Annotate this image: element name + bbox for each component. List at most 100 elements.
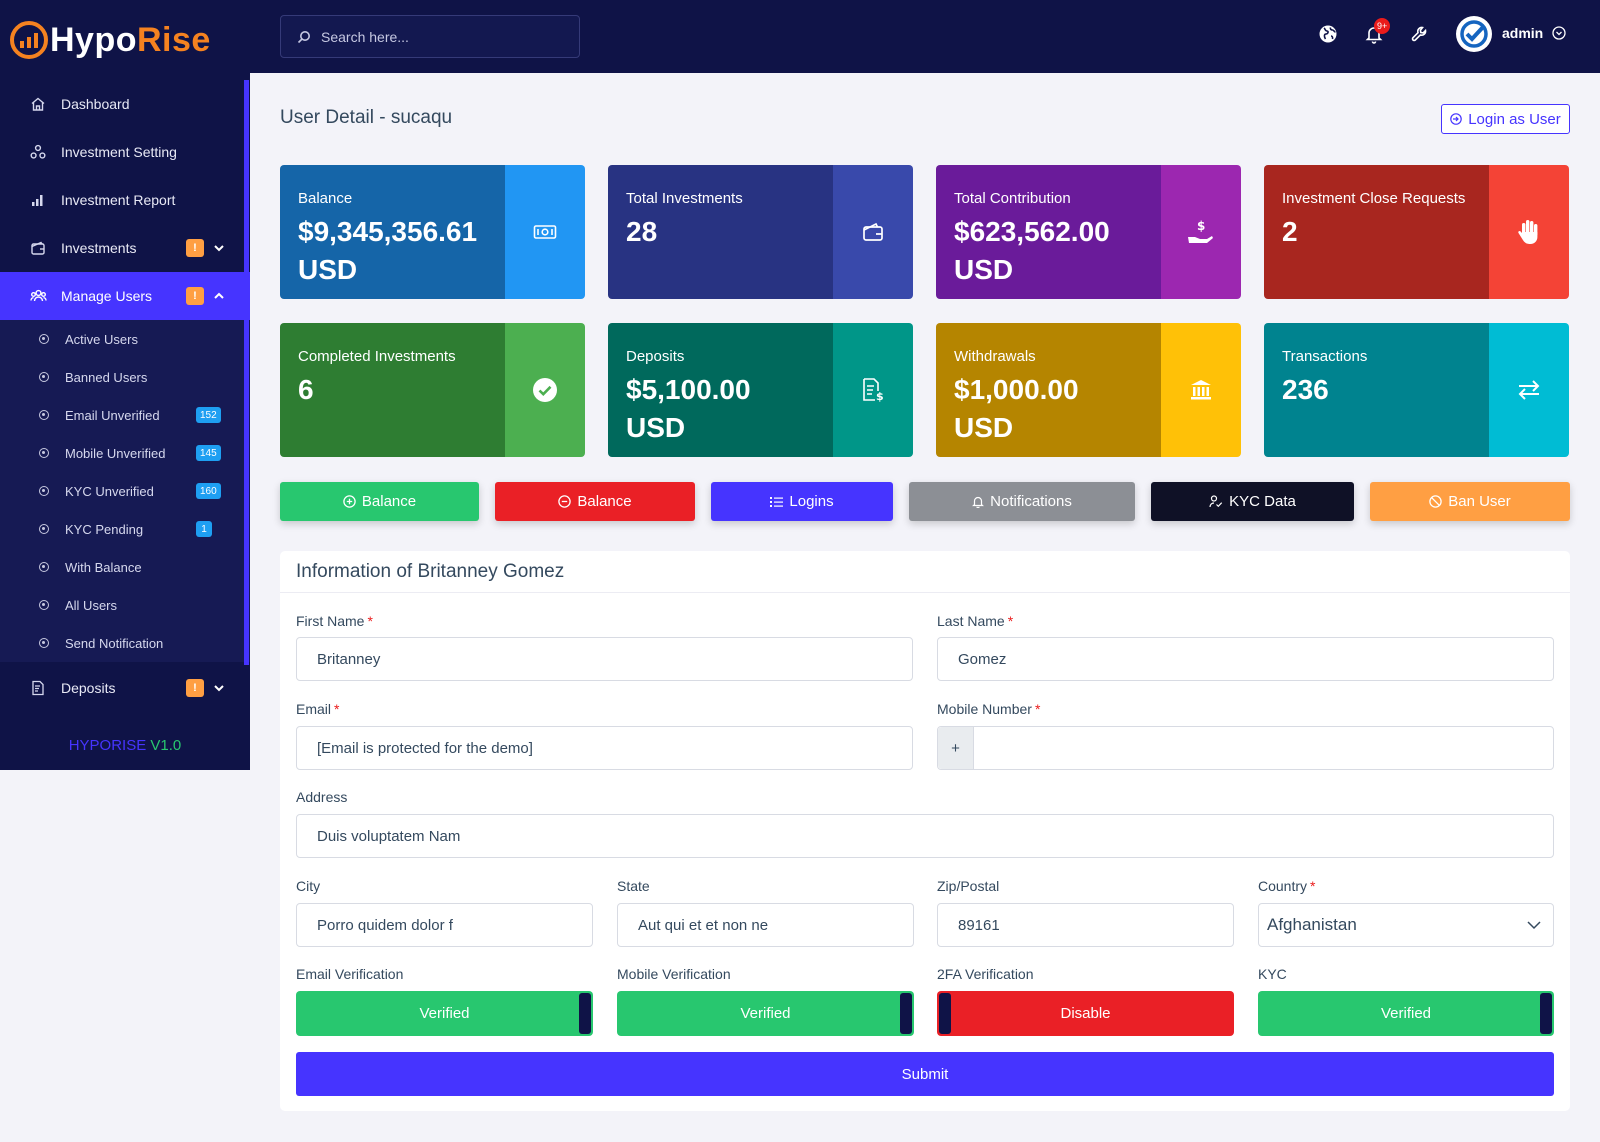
search-placeholder: Search here... [321,28,409,45]
first-name-label: First Name * [296,613,373,629]
home-icon [29,95,47,113]
sidebar-subitem-banned-users[interactable]: Banned Users [0,358,250,396]
2fa-verification-toggle[interactable]: Disable [937,991,1234,1036]
dot-circle-icon [39,372,49,382]
invoice-icon [29,679,47,697]
stat-card-label: Transactions [1282,348,1368,365]
sidebar-subitem-kyc-pending[interactable]: KYC Pending 1 [0,510,250,548]
ban-user-button[interactable]: Ban User [1370,482,1570,521]
bell-icon[interactable]: 9+ [1362,18,1391,46]
kyc-data-button[interactable]: KYC Data [1151,482,1354,521]
country-label: Country * [1258,878,1316,894]
add-balance-button[interactable]: Balance [280,482,479,521]
stat-card-label: Investment Close Requests [1282,190,1466,207]
sidebar-subitem-with-balance[interactable]: With Balance [0,548,250,586]
mobile-verification-toggle[interactable]: Verified [617,991,914,1036]
logo-mark-icon [10,21,48,59]
warning-badge: ! [186,239,204,257]
login-as-user-button[interactable]: Login as User [1441,104,1570,134]
sidebar-subitem-mobile-unverified[interactable]: Mobile Unverified 145 [0,434,250,472]
address-field[interactable]: Duis voluptatem Nam [296,814,1554,858]
email-verification-toggle[interactable]: Verified [296,991,593,1036]
logins-label: Logins [789,493,834,510]
country-selected-value: Afghanistan [1267,915,1357,934]
ban-icon [1429,495,1442,508]
stat-card-value: $5,100.00 USD [626,374,751,443]
toggle-knob [939,993,951,1034]
avatar[interactable] [1456,16,1492,52]
sidebar-item-investment-report[interactable]: Investment Report [0,176,250,224]
notifications-button[interactable]: Notifications [909,482,1135,521]
settings-nodes-icon [29,143,47,161]
subtract-balance-button[interactable]: Balance [495,482,695,521]
toggle-state-label: Verified [1380,1005,1432,1022]
chevron-down-circle-icon[interactable] [1552,26,1566,40]
stat-card-total-investments[interactable]: Total Investments 28 [608,165,913,299]
admin-username[interactable]: admin [1502,25,1544,41]
stat-card-investment-close-requests[interactable]: Investment Close Requests 2 [1264,165,1569,299]
sidebar-item-label: Investment Setting [61,144,177,160]
login-as-user-label: Login as User [1468,110,1561,128]
sidebar: HypoRise Dashboard Investment Setting In… [0,0,250,770]
count-badge: 152 [196,407,221,423]
first-name-field[interactable]: Britanney [296,637,913,681]
stat-card-withdrawals[interactable]: Withdrawals $1,000.00 USD [936,323,1241,457]
stat-card-completed-investments[interactable]: Completed Investments 6 [280,323,585,457]
sidebar-subitem-label: Email Unverified [65,407,160,423]
user-info-form: Information of Britanney Gomez First Nam… [280,551,1570,1111]
sidebar-subitem-kyc-unverified[interactable]: KYC Unverified 160 [0,472,250,510]
dot-circle-icon [39,524,49,534]
kyc-toggle[interactable]: Verified [1258,991,1554,1036]
chevron-down-icon [214,685,224,692]
toggle-state-label: Verified [419,1005,470,1022]
sidebar-item-label: Manage Users [61,288,153,304]
sidebar-item-label: Deposits [61,680,116,696]
stat-card-label: Completed Investments [298,348,456,365]
svg-text:$: $ [876,390,884,403]
sidebar-item-investment-setting[interactable]: Investment Setting [0,128,250,176]
stat-card-value: 28 [626,216,658,247]
check-circle-icon [505,323,585,457]
zip-field[interactable]: 89161 [937,903,1234,947]
brand-logo[interactable]: HypoRise [0,0,250,80]
stat-card-balance[interactable]: Balance $9,345,356.61 USD [280,165,585,299]
email-field[interactable]: [Email is protected for the demo] [296,726,913,770]
state-field[interactable]: Aut qui et et non ne [617,903,914,947]
sidebar-item-manage-users[interactable]: Manage Users ! [0,272,250,320]
sidebar-item-dashboard[interactable]: Dashboard [0,80,250,128]
add-balance-label: Balance [361,493,417,510]
bar-chart-icon [29,191,47,209]
wrench-icon[interactable] [1408,22,1432,46]
sidebar-item-deposits[interactable]: Deposits ! [0,662,250,714]
form-heading: Information of Britanney Gomez [280,551,1570,593]
sidebar-subitem-all-users[interactable]: All Users [0,586,250,624]
address-label: Address [296,789,348,805]
mobile-number-field[interactable]: + [937,726,1554,770]
submit-button[interactable]: Submit [296,1052,1554,1096]
sidebar-subitem-email-unverified[interactable]: Email Unverified 152 [0,396,250,434]
sidebar-item-investments[interactable]: Investments ! [0,224,250,272]
country-select[interactable]: Afghanistan [1258,903,1554,947]
last-name-field[interactable]: Gomez [937,637,1554,681]
search-input[interactable]: Search here... [280,15,580,58]
brand-name: HypoRise [50,20,211,59]
sidebar-scrollbar[interactable] [244,80,249,665]
user-actions: Balance Balance Logins Notifications KYC… [280,482,1570,521]
city-field[interactable]: Porro quidem dolor f [296,903,593,947]
sidebar-subitem-label: Active Users [65,331,138,347]
sign-in-icon [1450,113,1463,125]
sidebar-subitem-active-users[interactable]: Active Users [0,320,250,358]
warning-badge: ! [186,679,204,697]
invoice-dollar-icon: $ [833,323,913,457]
stat-card-total-contribution[interactable]: Total Contribution $623,562.00 USD $ [936,165,1241,299]
dot-circle-icon [39,410,49,420]
stat-card-deposits[interactable]: Deposits $5,100.00 USD $ [608,323,913,457]
sidebar-subitem-send-notification[interactable]: Send Notification [0,624,250,662]
stat-card-transactions[interactable]: Transactions 236 [1264,323,1569,457]
logins-button[interactable]: Logins [711,482,893,521]
last-name-label: Last Name * [937,613,1014,629]
hand-dollar-icon: $ [1161,165,1241,299]
user-check-icon [1209,495,1223,508]
globe-icon[interactable] [1316,22,1340,46]
search-icon [297,30,310,43]
